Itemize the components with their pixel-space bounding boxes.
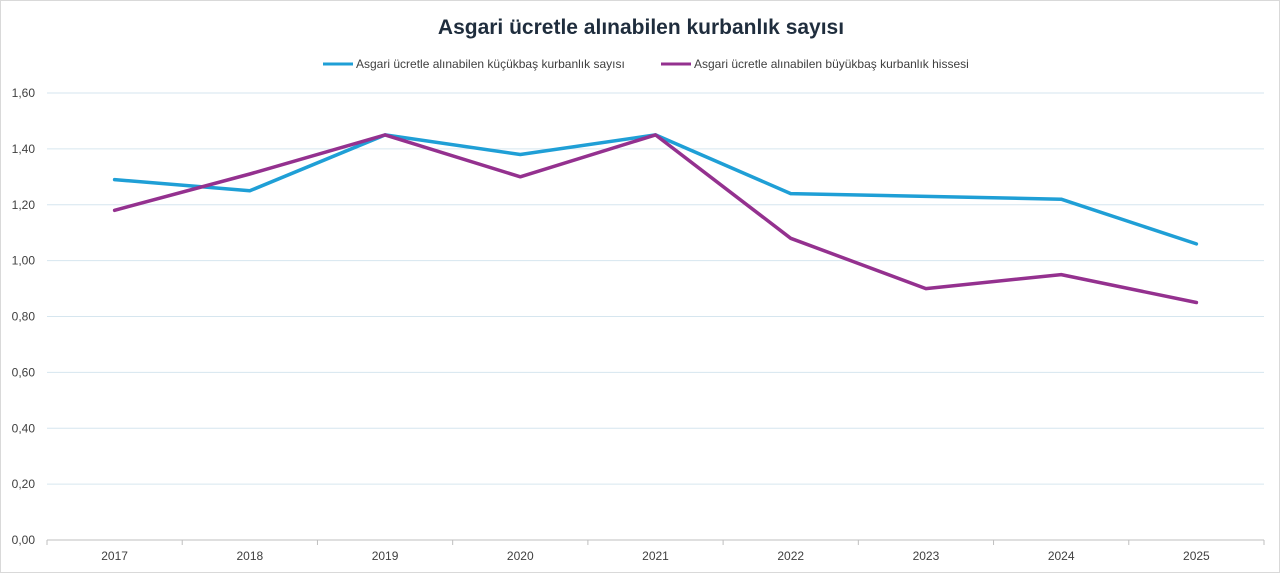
chart-legend: Asgari ücretle alınabilen küçükbaş kurba…: [323, 57, 969, 71]
x-tick-label: 2021: [642, 549, 669, 563]
y-tick-label: 0,80: [12, 310, 36, 324]
x-tick-label: 2020: [507, 549, 534, 563]
series-line-2: [112, 133, 1199, 305]
y-axis: 0,00 0,20 0,40 0,60 0,80 1,00 1,20 1,40 1,60: [12, 86, 36, 547]
x-tick-label: 2018: [236, 549, 263, 563]
y-tick-label: 1,00: [12, 254, 36, 268]
y-tick-label: 1,40: [12, 142, 36, 156]
x-tick-label: 2024: [1048, 549, 1075, 563]
x-tick-label: 2019: [372, 549, 399, 563]
chart-title: Asgari ücretle alınabilen kurbanlık sayı…: [438, 16, 844, 39]
gridlines: [47, 92, 1264, 541]
series-layer: [112, 133, 1199, 305]
series-line-1: [112, 133, 1199, 246]
legend-label-series-1: Asgari ücretle alınabilen küçükbaş kurba…: [356, 57, 625, 71]
y-tick-label: 0,40: [12, 421, 36, 435]
y-tick-label: 0,00: [12, 533, 36, 547]
x-axis: 2017 2018 2019 2020 2021 2022 2023 2024 2025: [46, 540, 1265, 563]
x-tick-label: 2023: [913, 549, 940, 563]
y-tick-label: 1,20: [12, 198, 36, 212]
x-tick-label: 2022: [777, 549, 804, 563]
legend-label-series-2: Asgari ücretle alınabilen büyükbaş kurba…: [694, 57, 969, 71]
x-tick-label: 2017: [101, 549, 128, 563]
y-tick-label: 1,60: [12, 86, 36, 100]
y-tick-label: 0,60: [12, 365, 36, 379]
x-tick-label: 2025: [1183, 549, 1210, 563]
y-tick-label: 0,20: [12, 477, 36, 491]
